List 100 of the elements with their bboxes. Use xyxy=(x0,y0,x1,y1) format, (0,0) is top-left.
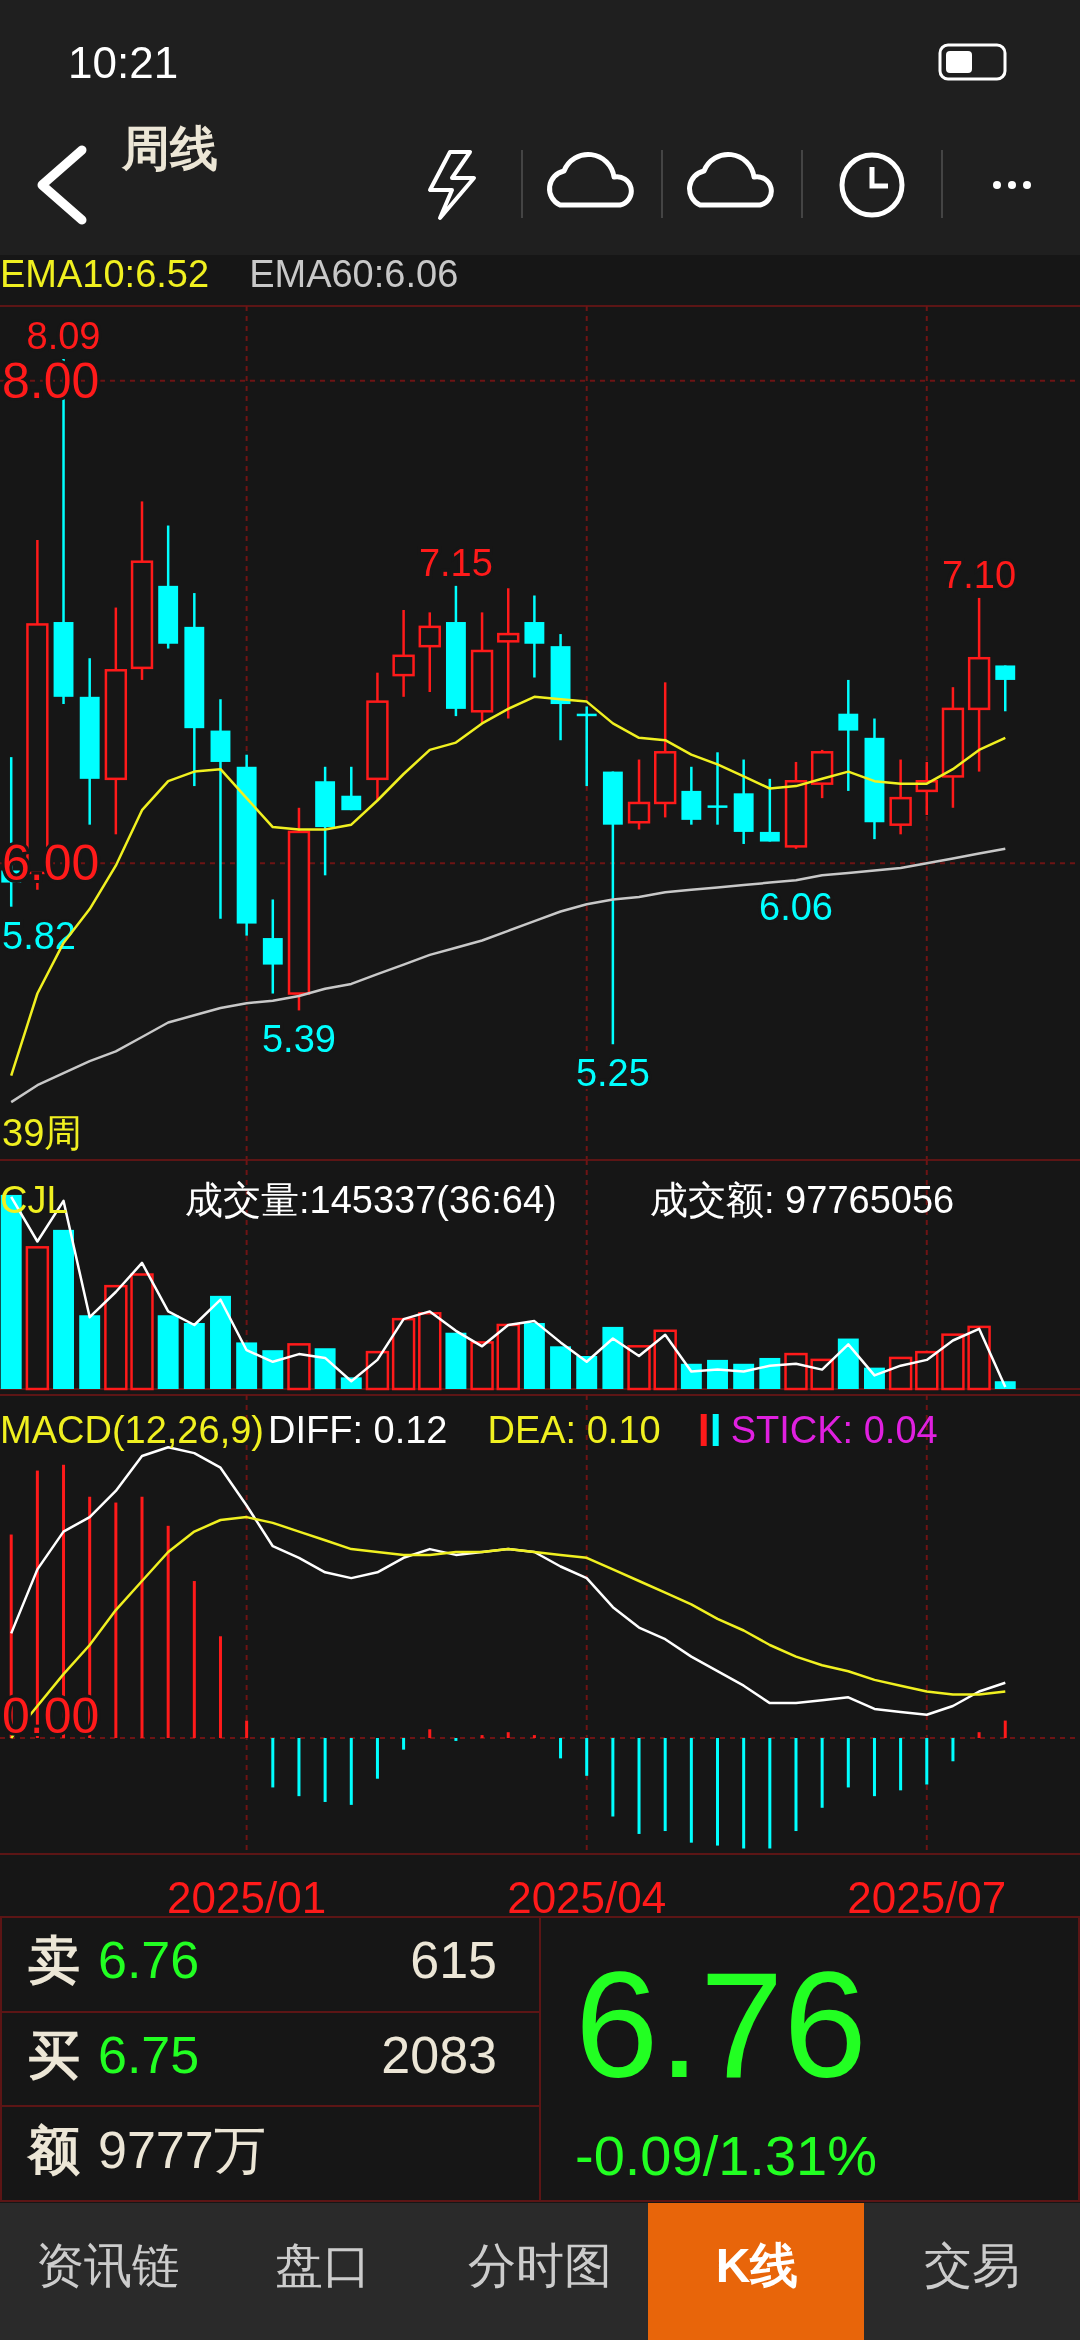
bar xyxy=(915,1350,939,1391)
bar xyxy=(532,1735,536,1739)
candlestick xyxy=(341,765,362,812)
bar xyxy=(104,1284,128,1391)
bar xyxy=(680,1363,702,1389)
bar xyxy=(759,1357,781,1389)
bar xyxy=(611,1738,615,1817)
text: 盘口 xyxy=(275,2238,371,2292)
candlestick xyxy=(392,608,415,699)
text: 6.76 xyxy=(575,1941,867,2109)
annotation: 成交额: 97765056 xyxy=(650,1179,955,1221)
annotation: 成交量:145337(36:64) xyxy=(185,1179,557,1221)
bar xyxy=(837,1338,859,1389)
text: 6.75 xyxy=(98,2026,200,2084)
annotation: 7.10 xyxy=(942,553,1017,596)
bar xyxy=(262,1350,284,1389)
text: 额 xyxy=(26,2121,80,2179)
bar xyxy=(653,1329,677,1391)
candlestick xyxy=(838,678,859,793)
x-tick-label: 2025/04 xyxy=(507,1872,667,1922)
bar xyxy=(210,1295,231,1389)
candlestick xyxy=(759,777,780,843)
text: 卖 xyxy=(28,1931,80,1989)
bar xyxy=(140,1496,144,1739)
candlestick xyxy=(707,751,728,826)
bar xyxy=(559,1738,563,1759)
bar xyxy=(585,1738,589,1776)
bar xyxy=(523,1323,545,1389)
candlestick xyxy=(497,587,520,720)
bar xyxy=(810,1358,834,1391)
bar xyxy=(784,1352,808,1391)
text: 周线 xyxy=(121,121,218,175)
bar xyxy=(454,1738,458,1741)
bar xyxy=(742,1738,746,1849)
bar xyxy=(506,1732,510,1739)
candlestick xyxy=(524,594,545,679)
text: 10:21 xyxy=(68,37,179,87)
text: 6.76 xyxy=(98,1931,200,1989)
annotation: 5.39 xyxy=(261,1018,336,1061)
bar xyxy=(689,1738,693,1843)
bar xyxy=(496,1323,520,1391)
bar xyxy=(445,1332,467,1389)
bar xyxy=(716,1738,720,1846)
text: 交易 xyxy=(924,2238,1020,2292)
bar xyxy=(1003,1720,1007,1739)
bar xyxy=(899,1738,903,1791)
bar xyxy=(951,1738,955,1762)
bar xyxy=(192,1581,196,1739)
candlestick xyxy=(995,664,1016,713)
bar xyxy=(79,1315,101,1389)
bar xyxy=(707,1359,728,1389)
text: 分时图 xyxy=(468,2238,612,2292)
annotation: 6.06 xyxy=(759,886,833,929)
bar xyxy=(218,1636,222,1739)
candlestick xyxy=(418,611,441,694)
bar xyxy=(663,1738,667,1832)
bar xyxy=(820,1738,824,1808)
bar xyxy=(768,1738,772,1849)
chart-title: CJL xyxy=(0,1179,68,1221)
bar xyxy=(314,1348,336,1389)
bar xyxy=(287,1343,311,1391)
series-label: DIFF: 0.12 xyxy=(267,1409,448,1451)
bar xyxy=(550,1346,572,1389)
text: 买 xyxy=(28,2026,80,2084)
text: 9777万 xyxy=(98,2121,266,2179)
bar xyxy=(967,1325,991,1391)
bar xyxy=(846,1738,850,1788)
bar xyxy=(627,1345,651,1391)
bar xyxy=(977,1732,981,1739)
bar xyxy=(130,1273,154,1391)
annotation: 7.15 xyxy=(418,541,493,584)
bar xyxy=(418,1312,442,1391)
bar xyxy=(428,1729,432,1739)
text: 资讯链 xyxy=(36,2238,180,2292)
x-tick-label: 2025/07 xyxy=(847,1872,1007,1922)
bar xyxy=(402,1738,406,1750)
legend-label: STICK: 0.04 xyxy=(730,1409,938,1451)
bar xyxy=(245,1720,249,1739)
bar xyxy=(480,1735,484,1739)
bar xyxy=(470,1341,494,1391)
text: EMA10:6.52 xyxy=(0,253,210,295)
text: 2083 xyxy=(381,2026,497,2084)
bar xyxy=(183,1323,205,1389)
bar xyxy=(925,1738,929,1785)
bar xyxy=(236,1342,258,1389)
bar xyxy=(576,1356,598,1389)
bar xyxy=(994,1381,1016,1389)
bar xyxy=(53,1229,74,1389)
bar xyxy=(375,1738,379,1779)
bar xyxy=(297,1738,301,1797)
bar xyxy=(166,1525,170,1739)
text: EMA60:6.06 xyxy=(249,253,459,295)
annotation: 39周 xyxy=(2,1112,83,1154)
annotation: 8.09 xyxy=(26,315,101,358)
chart-title: MACD(12,26,9) xyxy=(0,1409,264,1451)
bar xyxy=(349,1738,353,1805)
bar xyxy=(872,1738,876,1797)
text: 615 xyxy=(410,1931,497,1989)
bar xyxy=(157,1315,179,1389)
bar xyxy=(602,1326,624,1389)
